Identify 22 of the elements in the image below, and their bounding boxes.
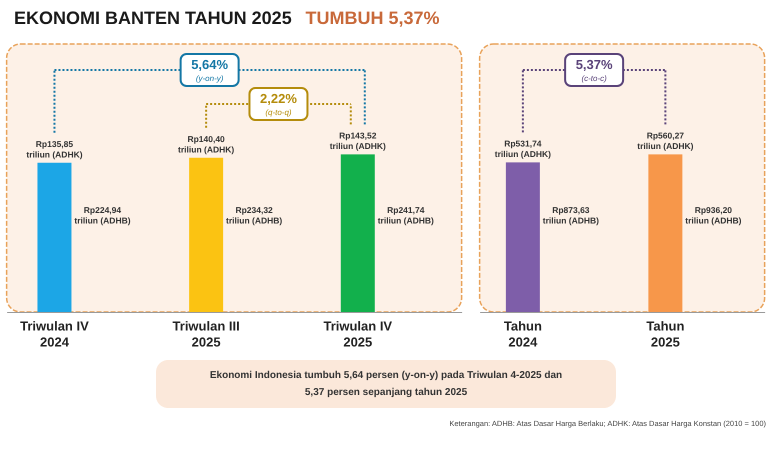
text: 5,37% (c-to-c) bbox=[576, 57, 613, 83]
data-label: Rp531,74 triliun (ADHK) bbox=[494, 138, 552, 159]
chart-title: EKONOMI BANTEN TAHUN 2025 bbox=[14, 8, 292, 28]
data-label: Rp135,85 triliun (ADHK) bbox=[26, 138, 83, 160]
x-tick-label: Tahun 2025 bbox=[646, 318, 684, 350]
annotation: Rp936,20 triliun (ADHB) bbox=[685, 205, 742, 226]
data-label: Rp140,40 triliun (ADHK) bbox=[178, 134, 234, 154]
annotation: Rp234,32 triliun (ADHB) bbox=[226, 205, 282, 226]
x-tick-label: Triwulan IV 2025 bbox=[323, 318, 392, 350]
x-tick-label: Triwulan IV 2024 bbox=[20, 318, 90, 350]
text: 5,37 persen sepanjang tahun 2025 bbox=[304, 387, 468, 398]
text: Ekonomi Indonesia tumbuh 5,64 persen (y-on-y) pada Triwulan 4-2025 dan bbox=[210, 370, 562, 381]
annotation: Rp873,63 triliun (ADHB) bbox=[542, 205, 600, 226]
text: 2,22% (q-to-q) bbox=[260, 91, 298, 117]
x-tick-label: Tahun 2024 bbox=[504, 318, 542, 350]
text: 5,64% (y-on-y) bbox=[191, 57, 228, 83]
annotation: Rp241,74 triliun (ADHB) bbox=[378, 205, 434, 226]
x-tick-label: Triwulan III 2025 bbox=[172, 318, 240, 350]
chart-subtitle: TUMBUH 5,37% bbox=[306, 8, 440, 28]
data-label: Rp560,27 triliun (ADHK) bbox=[637, 130, 694, 151]
annotation: Rp224,94 triliun (ADHB) bbox=[74, 205, 131, 226]
data-label: Rp143,52 triliun (ADHK) bbox=[330, 130, 386, 151]
